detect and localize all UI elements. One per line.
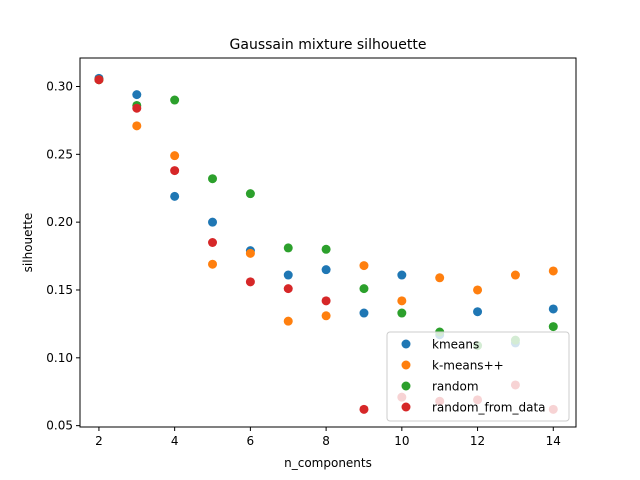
point-kmeans-7 [283, 270, 293, 280]
point-random-5 [208, 174, 218, 184]
plot-frame [79, 57, 577, 428]
legend-label-random_from_data: random_from_data [432, 401, 546, 415]
point-random_from_data-3 [132, 103, 142, 113]
point-k-means++-4 [170, 151, 180, 161]
x-tick-label-4: 4 [171, 434, 179, 448]
x-axis-ticks: 2 4 6 8 10 12 14 [95, 427, 561, 448]
legend: kmeans k-means++ random random_from_data [386, 331, 570, 422]
x-tick-label-10: 10 [394, 434, 409, 448]
x-tick-label-14: 14 [546, 434, 561, 448]
legend-label-k-means++: k-means++ [432, 359, 504, 373]
point-kmeans-9 [359, 308, 369, 318]
point-random_from_data-5 [208, 238, 218, 247]
x-tick-label-12: 12 [470, 434, 485, 448]
point-random_from_data-6 [245, 277, 255, 287]
chart-title: Gaussain mixture silhouette [230, 37, 427, 53]
point-random_from_data-7 [283, 284, 293, 294]
point-kmeans-10 [397, 270, 407, 280]
point-random_from_data-8 [321, 296, 331, 306]
legend-marker-k-means++ [401, 360, 411, 370]
y-tick-label-0.15: 0.15 [46, 283, 73, 297]
point-kmeans-5 [208, 217, 218, 227]
y-tick-label-0.20: 0.20 [46, 215, 73, 229]
legend-box [386, 331, 570, 422]
point-kmeans-12 [473, 307, 483, 317]
point-kmeans-8 [321, 265, 331, 275]
point-kmeans-14 [548, 304, 558, 314]
point-random-4 [170, 95, 180, 105]
y-tick-label-0.30: 0.30 [46, 79, 73, 93]
point-k-means++-11 [435, 273, 445, 283]
legend-label-kmeans: kmeans [432, 338, 479, 352]
y-tick-label-0.10: 0.10 [46, 351, 73, 365]
point-random-7 [283, 243, 293, 253]
point-k-means++-8 [321, 311, 331, 321]
point-random-9 [359, 284, 369, 294]
legend-marker-random [401, 381, 411, 391]
point-k-means++-5 [208, 259, 218, 269]
point-k-means++-6 [245, 248, 255, 258]
point-random-8 [321, 244, 331, 254]
y-tick-label-0.05: 0.05 [46, 419, 73, 433]
x-tick-label-6: 6 [247, 434, 255, 448]
y-tick-label-0.25: 0.25 [46, 147, 73, 161]
point-random_from_data-9 [359, 404, 369, 414]
legend-marker-kmeans [401, 339, 411, 349]
y-axis-label: silhouette [21, 213, 35, 273]
legend-label-random: random [432, 380, 479, 394]
x-tick-label-8: 8 [322, 434, 330, 448]
x-tick-label-2: 2 [95, 434, 103, 448]
point-kmeans-4 [170, 191, 180, 201]
point-random-14 [548, 322, 558, 332]
point-k-means++-12 [473, 285, 483, 295]
x-axis-label: n_components [284, 456, 372, 470]
point-random_from_data-2 [94, 75, 104, 85]
point-k-means++-10 [397, 296, 407, 306]
point-k-means++-14 [548, 266, 558, 276]
point-random_from_data-4 [170, 166, 180, 176]
point-k-means++-13 [510, 270, 520, 280]
point-random-10 [397, 308, 407, 318]
y-axis-ticks: 0.05 0.10 0.15 0.20 0.25 0.30 [46, 79, 80, 433]
point-random-6 [245, 189, 255, 199]
point-kmeans-3 [132, 90, 142, 100]
point-k-means++-7 [283, 316, 293, 326]
legend-marker-random_from_data [401, 402, 411, 412]
point-k-means++-3 [132, 121, 142, 131]
point-k-means++-9 [359, 261, 369, 271]
